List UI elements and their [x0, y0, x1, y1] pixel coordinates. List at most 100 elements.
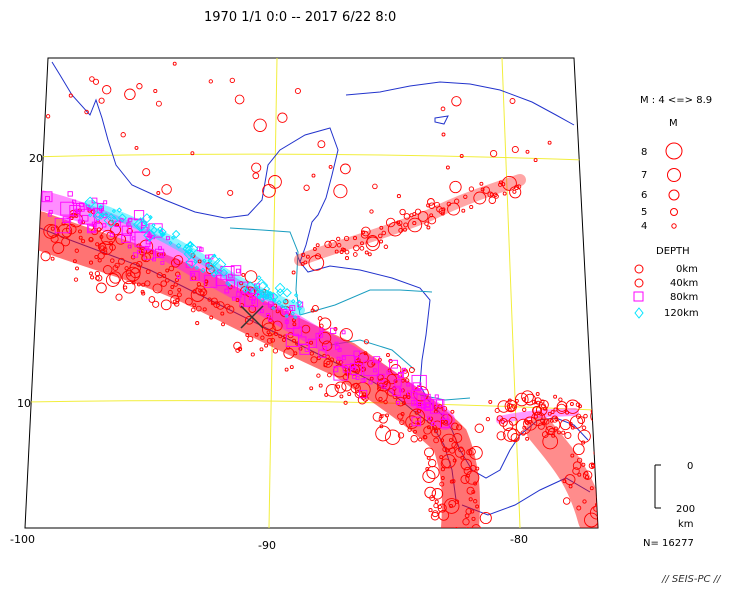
quake-marker-circle — [120, 132, 126, 138]
quake-marker-circle — [454, 447, 466, 458]
quake-marker-circle — [365, 236, 380, 251]
quake-marker-circle — [482, 186, 490, 194]
quake-marker-diamond — [274, 282, 286, 294]
quake-marker-circle — [90, 275, 95, 280]
quake-marker-circle — [366, 235, 379, 248]
quake-marker-square — [99, 206, 104, 212]
quake-marker-circle — [448, 499, 457, 508]
quake-marker-circle — [354, 368, 359, 373]
quake-marker-circle — [545, 417, 561, 433]
quake-marker-square — [333, 365, 349, 381]
quake-marker-circle — [424, 447, 434, 458]
quake-marker-circle — [81, 239, 86, 244]
quake-marker-diamond — [254, 290, 263, 300]
quake-marker-circle — [562, 497, 571, 505]
quake-marker-circle — [170, 285, 175, 289]
quake-marker-circle — [347, 392, 352, 397]
quake-marker-circle — [383, 399, 388, 405]
quake-marker-circle — [410, 434, 418, 443]
quake-marker-circle — [581, 462, 586, 467]
quake-marker-circle — [441, 433, 457, 450]
quake-marker-circle — [202, 307, 207, 312]
quake-marker-circle — [441, 132, 446, 137]
quake-marker-circle — [318, 383, 323, 388]
quake-marker-circle — [68, 93, 73, 98]
depth-marker-120km — [634, 307, 644, 319]
quake-marker-circle — [406, 395, 411, 399]
quake-marker-diamond — [290, 298, 296, 304]
quake-marker-circle — [475, 504, 480, 509]
quake-marker-circle — [343, 400, 348, 405]
quake-marker-circle — [298, 346, 303, 351]
quake-marker-circle — [502, 191, 507, 196]
quake-marker-circle — [550, 410, 555, 415]
quake-marker-circle — [553, 394, 558, 399]
quake-marker-circle — [381, 230, 387, 236]
quake-marker-circle — [170, 258, 181, 268]
quake-marker-circle — [385, 429, 401, 445]
quake-marker-circle — [317, 140, 326, 149]
quake-marker-circle — [443, 498, 460, 514]
quake-marker-circle — [144, 280, 151, 287]
quake-marker-circle — [424, 486, 437, 499]
quake-marker-circle — [195, 305, 202, 312]
quake-marker-diamond — [161, 232, 166, 237]
quake-marker-diamond — [297, 306, 302, 311]
quake-marker-circle — [391, 386, 397, 391]
quake-marker-circle — [141, 291, 146, 296]
quake-marker-diamond — [103, 213, 119, 228]
quake-marker-circle — [96, 227, 102, 232]
quake-marker-square — [335, 345, 340, 351]
quake-marker-square — [442, 413, 449, 420]
quake-marker-diamond — [268, 293, 274, 299]
quake-marker-circle — [300, 262, 305, 266]
quake-marker-circle — [94, 270, 101, 277]
quake-marker-circle — [400, 370, 410, 379]
quake-marker-circle — [581, 425, 587, 431]
quake-marker-circle — [266, 337, 273, 344]
quake-marker-square — [228, 273, 233, 279]
quake-marker-circle — [423, 435, 428, 440]
quake-marker-circle — [446, 201, 452, 207]
quake-marker-circle — [468, 497, 473, 502]
quake-marker-circle — [572, 443, 585, 456]
quake-marker-circle — [301, 252, 306, 257]
quake-marker-circle — [334, 249, 339, 254]
quake-marker-circle — [572, 467, 580, 475]
quake-marker-circle — [379, 424, 384, 429]
quake-marker-circle — [321, 340, 333, 351]
quake-marker-square — [103, 200, 108, 205]
quake-marker-circle — [310, 356, 318, 364]
quake-marker-circle — [165, 278, 170, 283]
quake-marker-square — [159, 252, 164, 257]
quake-marker-square — [176, 275, 181, 280]
quake-marker-circle — [103, 250, 108, 255]
quake-marker-square — [429, 399, 445, 414]
quake-marker-circle — [426, 225, 431, 230]
quake-marker-square — [62, 219, 67, 224]
quake-marker-circle — [110, 224, 122, 236]
quake-marker-circle — [162, 274, 167, 278]
quake-marker-circle — [471, 516, 476, 521]
quake-marker-circle — [497, 400, 511, 413]
quake-marker-circle — [433, 429, 439, 434]
quake-marker-circle — [397, 432, 405, 439]
quake-marker-square — [237, 281, 249, 293]
quake-marker-square — [304, 347, 309, 352]
quake-marker-circle — [488, 399, 493, 404]
magnitude-marker-4 — [671, 223, 677, 229]
quake-marker-circle — [378, 396, 383, 402]
quake-marker-circle — [473, 481, 478, 486]
quake-marker-circle — [498, 182, 503, 187]
quake-marker-circle — [115, 233, 127, 245]
quake-marker-circle — [260, 335, 265, 340]
quake-marker-square — [259, 309, 264, 314]
quake-marker-circle — [185, 297, 193, 306]
quake-marker-circle — [25, 212, 28, 217]
quake-marker-circle — [367, 252, 372, 257]
quake-marker-square — [74, 208, 79, 213]
quake-marker-circle — [360, 226, 371, 237]
quake-marker-circle — [121, 270, 136, 285]
quake-marker-circle — [241, 272, 246, 277]
quake-marker-diamond — [293, 293, 299, 298]
